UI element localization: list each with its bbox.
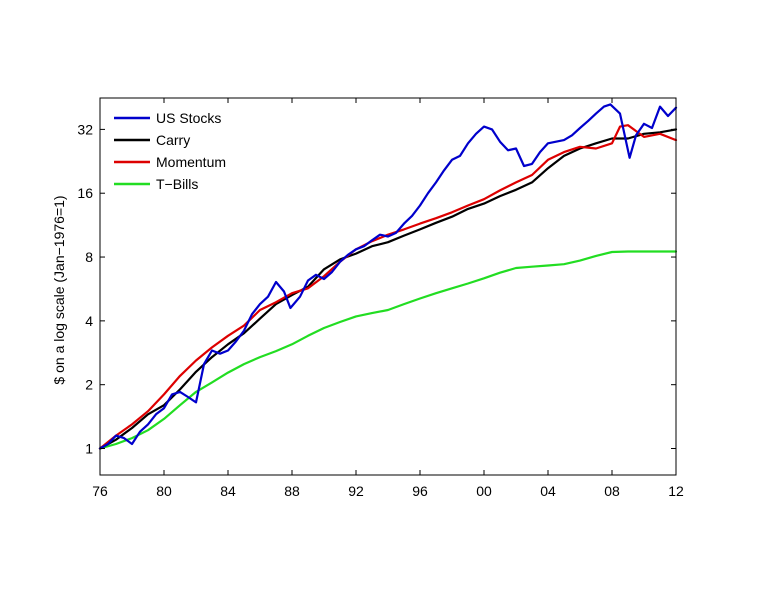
y-tick-label: 1: [85, 441, 93, 457]
y-axis: 1 2 4 8 16 32: [77, 121, 676, 457]
y-tick-label: 16: [77, 185, 93, 201]
y-axis-label: $ on a log scale (Jan−1976=1): [51, 195, 67, 384]
legend-label-momentum: Momentum: [156, 154, 226, 170]
y-tick-label: 4: [85, 313, 93, 329]
x-tick-label: 84: [220, 483, 236, 499]
y-tick-label: 32: [77, 121, 93, 137]
legend-label-t-bills: T−Bills: [156, 176, 198, 192]
y-tick-label: 2: [85, 377, 93, 393]
x-axis: 76 80 84 88 92 96 00 04 08 12: [92, 98, 684, 499]
x-tick-label: 80: [156, 483, 172, 499]
x-tick-label: 92: [348, 483, 364, 499]
plot-frame: [99, 97, 677, 476]
x-tick-label: 88: [284, 483, 300, 499]
legend-label-us-stocks: US Stocks: [156, 110, 221, 126]
x-tick-label: 96: [412, 483, 428, 499]
series-line-us-stocks: [98, 103, 678, 450]
x-tick-label: 76: [92, 483, 108, 499]
x-tick-label: 04: [540, 483, 556, 499]
y-tick-label: 8: [85, 249, 93, 265]
legend: US Stocks Carry Momentum T−Bills: [114, 110, 226, 192]
series-line-t-bills: [98, 250, 678, 450]
plot-lines: [98, 103, 678, 450]
x-tick-label: 08: [604, 483, 620, 499]
x-tick-label: 00: [476, 483, 492, 499]
legend-label-carry: Carry: [156, 132, 190, 148]
series-line-carry: [98, 128, 678, 450]
x-tick-label: 12: [668, 483, 684, 499]
